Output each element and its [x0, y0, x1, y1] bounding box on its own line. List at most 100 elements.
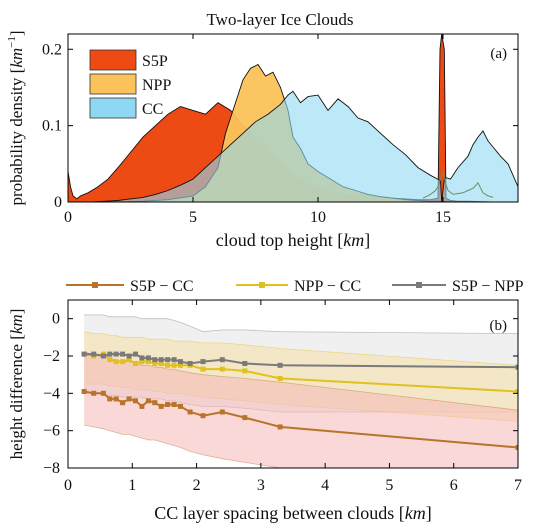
point-s5p-npp [120, 351, 126, 357]
x-tick-label-b: 2 [193, 477, 201, 494]
y-axis-label-a: probability density [km−1] [6, 30, 26, 205]
point-npp-cc [145, 359, 151, 365]
legend-marker-npp-cc [259, 282, 265, 288]
point-s5p-cc [139, 403, 145, 409]
legend-label-s5p-npp: S5P − NPP [452, 278, 524, 295]
legend-marker-s5p-cc [92, 282, 98, 288]
y-tick-label-a: 0.2 [42, 41, 62, 58]
axes-box-b [67, 299, 519, 469]
plot-area-a [68, 34, 518, 202]
point-npp-cc [126, 357, 132, 363]
legend-a: S5P NPP CC [89, 49, 171, 119]
y-tick-label-a: 0 [54, 194, 62, 211]
x-tick-label-b: 4 [321, 477, 329, 494]
point-s5p-npp [242, 361, 248, 366]
point-s5p-npp [165, 357, 171, 363]
point-s5p-npp [158, 357, 164, 363]
legend-swatch-npp [89, 73, 137, 95]
point-npp-cc [107, 357, 113, 363]
point-s5p-cc [152, 400, 158, 406]
point-npp-cc [242, 368, 248, 374]
point-s5p-npp [187, 361, 193, 366]
point-s5p-cc [107, 396, 113, 402]
point-s5p-npp [139, 355, 145, 361]
series-line-secondary [422, 169, 494, 199]
point-npp-cc [139, 359, 145, 365]
point-s5p-npp [113, 351, 119, 357]
point-s5p-npp [107, 351, 113, 357]
y-tick-label-b: 0 [52, 311, 60, 328]
point-npp-cc [152, 361, 158, 366]
legend-marker-s5p-npp [416, 282, 422, 288]
point-s5p-cc [187, 409, 193, 415]
legend-swatch-cc [89, 97, 137, 119]
legend-label-cc: CC [142, 101, 163, 118]
y-tick-label-b: −8 [43, 460, 60, 477]
chart-title: Two-layer Ice Clouds [206, 10, 353, 29]
point-s5p-npp [145, 355, 151, 361]
point-npp-cc [200, 366, 206, 372]
legend-label-npp: NPP [142, 77, 171, 94]
point-npp-cc [171, 362, 177, 368]
band-upper-npp-cc [84, 331, 518, 366]
point-npp-cc [133, 361, 138, 366]
point-npp-cc [120, 359, 126, 365]
point-s5p-npp [200, 359, 206, 365]
point-npp-cc [165, 362, 171, 368]
x-tick-label-b: 7 [514, 477, 522, 494]
point-s5p-cc [242, 415, 248, 421]
point-s5p-cc [100, 390, 106, 396]
point-npp-cc [158, 361, 164, 366]
legend-label-s5p: S5P [142, 53, 168, 70]
point-s5p-cc [113, 396, 119, 402]
y-tick-label-b: −4 [43, 385, 60, 402]
point-s5p-cc [171, 402, 177, 407]
band-lower-s5p-cc [84, 424, 518, 468]
series-area-cc [68, 90, 518, 202]
x-tick-label-b: 6 [450, 477, 458, 494]
y-tick-label-b: −6 [43, 423, 60, 440]
point-s5p-cc [515, 445, 518, 450]
x-tick-label-b: 0 [64, 477, 72, 494]
x-tick-label-b: 5 [385, 477, 393, 494]
point-s5p-cc [126, 396, 132, 402]
point-s5p-npp [100, 353, 106, 359]
point-s5p-npp [219, 357, 225, 363]
x-axis-label-a: cloud top height [km] [216, 230, 370, 250]
point-s5p-cc [277, 424, 283, 430]
panel-label-b: (b) [490, 318, 508, 334]
x-tick-label-a: 5 [189, 209, 197, 226]
y-tick-label-a: 0.1 [42, 118, 62, 135]
point-npp-cc [219, 366, 225, 372]
point-npp-cc [515, 389, 518, 394]
point-s5p-npp [133, 351, 138, 357]
point-s5p-cc [133, 398, 138, 404]
point-s5p-cc [81, 389, 87, 394]
axes-box-a [67, 33, 519, 203]
legend-b: S5P − CC NPP − CC S5P − NPP [66, 278, 524, 295]
point-s5p-cc [158, 403, 164, 409]
legend-label-s5p-cc: S5P − CC [130, 278, 194, 295]
point-s5p-npp [91, 351, 97, 357]
x-tick-label-b: 3 [257, 477, 265, 494]
panel-b: 0 1 2 3 4 5 6 7 0 −2 −4 −6 −8 (b) CC layer spacing b… [7, 299, 522, 523]
x-tick-label-a: 0 [64, 209, 72, 226]
x-axis-label-b: CC layer spacing between clouds [km] [154, 503, 431, 523]
point-s5p-npp [178, 359, 183, 365]
panel-label-a: (a) [490, 46, 507, 62]
y-tick-label-b: −2 [43, 348, 60, 365]
point-npp-cc [277, 375, 283, 381]
point-s5p-cc [120, 400, 126, 406]
point-s5p-npp [81, 351, 87, 357]
point-npp-cc [178, 362, 183, 368]
point-s5p-npp [277, 362, 283, 368]
point-s5p-npp [171, 357, 177, 363]
x-tick-label-a: 10 [310, 209, 326, 226]
point-s5p-npp [126, 353, 132, 359]
y-axis-label-b: height difference [km] [7, 309, 26, 460]
panel-a: Two-layer Ice Clouds 0 5 10 15 0 0.1 0.2 (a) c… [6, 10, 519, 250]
point-s5p-cc [91, 390, 97, 396]
point-s5p-cc [165, 402, 171, 407]
x-tick-label-b: 1 [128, 477, 136, 494]
point-s5p-cc [145, 398, 151, 404]
